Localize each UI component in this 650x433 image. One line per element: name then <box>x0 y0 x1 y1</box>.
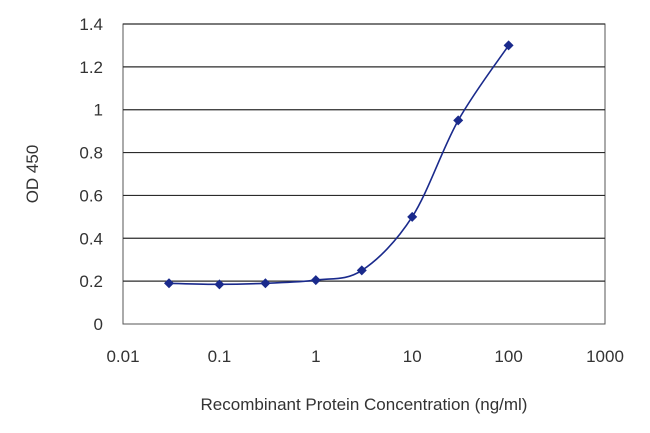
y-tick-label: 1 <box>94 101 103 120</box>
x-axis-ticks: 0.01 0.1 1 10 100 1000 <box>106 347 623 366</box>
data-point-marker <box>503 40 514 51</box>
data-point-marker <box>356 265 367 276</box>
y-tick-label: 0.8 <box>79 144 103 163</box>
x-tick-label: 10 <box>403 347 422 366</box>
y-tick-label: 0.2 <box>79 272 103 291</box>
data-markers <box>163 40 514 290</box>
data-point-marker <box>260 278 271 289</box>
data-point-marker <box>407 211 418 222</box>
data-point-marker <box>310 275 321 286</box>
x-tick-label: 100 <box>494 347 522 366</box>
x-axis-title: Recombinant Protein Concentration (ng/ml… <box>201 395 528 414</box>
gridlines <box>123 23 605 282</box>
x-tick-label: 0.1 <box>208 347 232 366</box>
plot-area <box>122 23 606 325</box>
x-tick-label: 1000 <box>586 347 624 366</box>
x-tick-label: 1 <box>311 347 320 366</box>
data-point-marker <box>214 279 225 290</box>
x-tick-label: 0.01 <box>106 347 139 366</box>
data-point-marker <box>453 115 464 126</box>
y-tick-label: 1.4 <box>79 15 103 34</box>
y-tick-label: 0.6 <box>79 186 103 205</box>
y-tick-label: 1.2 <box>79 58 103 77</box>
y-tick-label: 0.4 <box>79 229 103 248</box>
y-axis-ticks: 0 0.2 0.4 0.6 0.8 1 1.2 1.4 <box>79 15 103 334</box>
y-tick-label: 0 <box>94 315 103 334</box>
y-axis-title: OD 450 <box>23 145 42 204</box>
data-point-marker <box>163 278 174 289</box>
